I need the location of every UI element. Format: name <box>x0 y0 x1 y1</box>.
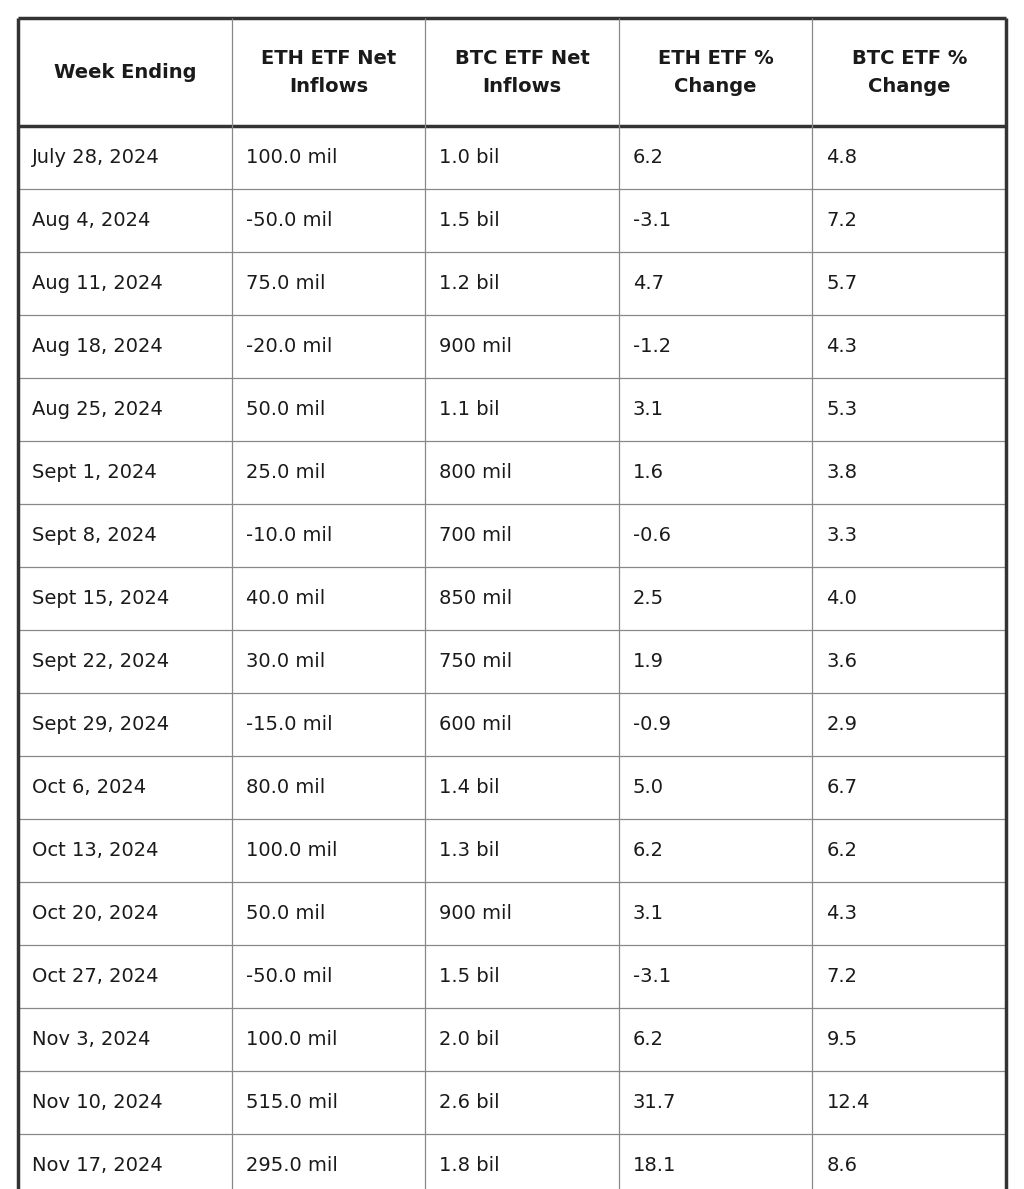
Text: 5.3: 5.3 <box>826 400 857 419</box>
Text: 25.0 mil: 25.0 mil <box>246 463 326 482</box>
Text: -10.0 mil: -10.0 mil <box>246 526 332 545</box>
Text: Sept 8, 2024: Sept 8, 2024 <box>32 526 157 545</box>
Text: 750 mil: 750 mil <box>439 652 513 671</box>
Text: 900 mil: 900 mil <box>439 336 512 356</box>
Text: 3.6: 3.6 <box>826 652 857 671</box>
Text: 6.2: 6.2 <box>633 1030 664 1049</box>
Text: 40.0 mil: 40.0 mil <box>246 589 325 608</box>
Text: 2.5: 2.5 <box>633 589 664 608</box>
Text: 100.0 mil: 100.0 mil <box>246 841 337 860</box>
Text: -20.0 mil: -20.0 mil <box>246 336 332 356</box>
Text: 2.9: 2.9 <box>826 715 857 734</box>
Text: 4.3: 4.3 <box>826 904 857 923</box>
Text: -50.0 mil: -50.0 mil <box>246 967 332 986</box>
Text: 100.0 mil: 100.0 mil <box>246 147 337 166</box>
Text: -3.1: -3.1 <box>633 210 671 229</box>
Text: 7.2: 7.2 <box>826 210 857 229</box>
Text: Sept 1, 2024: Sept 1, 2024 <box>32 463 157 482</box>
Text: Oct 6, 2024: Oct 6, 2024 <box>32 778 146 797</box>
Text: Sept 22, 2024: Sept 22, 2024 <box>32 652 169 671</box>
Text: 4.3: 4.3 <box>826 336 857 356</box>
Text: Aug 25, 2024: Aug 25, 2024 <box>32 400 163 419</box>
Text: Nov 17, 2024: Nov 17, 2024 <box>32 1156 163 1175</box>
Text: 6.2: 6.2 <box>633 147 664 166</box>
Text: 1.8 bil: 1.8 bil <box>439 1156 500 1175</box>
Text: 2.6 bil: 2.6 bil <box>439 1093 500 1112</box>
Text: ETH ETF %
Change: ETH ETF % Change <box>657 49 773 95</box>
Text: 1.5 bil: 1.5 bil <box>439 210 500 229</box>
Text: 3.1: 3.1 <box>633 904 664 923</box>
Text: 1.0 bil: 1.0 bil <box>439 147 500 166</box>
Text: BTC ETF %
Change: BTC ETF % Change <box>852 49 967 95</box>
Text: 75.0 mil: 75.0 mil <box>246 273 326 292</box>
Text: 1.1 bil: 1.1 bil <box>439 400 500 419</box>
Text: 1.3 bil: 1.3 bil <box>439 841 500 860</box>
Text: Oct 20, 2024: Oct 20, 2024 <box>32 904 159 923</box>
Text: 1.9: 1.9 <box>633 652 664 671</box>
Text: 4.0: 4.0 <box>826 589 857 608</box>
Text: 3.1: 3.1 <box>633 400 664 419</box>
Text: Oct 27, 2024: Oct 27, 2024 <box>32 967 159 986</box>
Text: 9.5: 9.5 <box>826 1030 857 1049</box>
Text: 6.2: 6.2 <box>633 841 664 860</box>
Text: 30.0 mil: 30.0 mil <box>246 652 325 671</box>
Text: 100.0 mil: 100.0 mil <box>246 1030 337 1049</box>
Text: 12.4: 12.4 <box>826 1093 869 1112</box>
Text: ETH ETF Net
Inflows: ETH ETF Net Inflows <box>261 49 396 95</box>
Text: 2.0 bil: 2.0 bil <box>439 1030 500 1049</box>
Text: 6.7: 6.7 <box>826 778 857 797</box>
Text: 1.4 bil: 1.4 bil <box>439 778 500 797</box>
Text: -1.2: -1.2 <box>633 336 671 356</box>
Text: Sept 29, 2024: Sept 29, 2024 <box>32 715 169 734</box>
Text: 8.6: 8.6 <box>826 1156 857 1175</box>
Text: 18.1: 18.1 <box>633 1156 676 1175</box>
Text: 1.2 bil: 1.2 bil <box>439 273 500 292</box>
Text: Aug 4, 2024: Aug 4, 2024 <box>32 210 151 229</box>
Text: Oct 13, 2024: Oct 13, 2024 <box>32 841 159 860</box>
Text: -0.6: -0.6 <box>633 526 671 545</box>
Text: 80.0 mil: 80.0 mil <box>246 778 325 797</box>
Text: 50.0 mil: 50.0 mil <box>246 904 325 923</box>
Text: -50.0 mil: -50.0 mil <box>246 210 332 229</box>
Text: -0.9: -0.9 <box>633 715 671 734</box>
Text: 31.7: 31.7 <box>633 1093 676 1112</box>
Text: 1.6: 1.6 <box>633 463 664 482</box>
Text: -3.1: -3.1 <box>633 967 671 986</box>
Text: 3.8: 3.8 <box>826 463 857 482</box>
Text: Nov 3, 2024: Nov 3, 2024 <box>32 1030 151 1049</box>
Text: 295.0 mil: 295.0 mil <box>246 1156 338 1175</box>
Text: 6.2: 6.2 <box>826 841 857 860</box>
Text: 600 mil: 600 mil <box>439 715 512 734</box>
Text: 5.7: 5.7 <box>826 273 857 292</box>
Text: 900 mil: 900 mil <box>439 904 512 923</box>
Text: 1.5 bil: 1.5 bil <box>439 967 500 986</box>
Text: 5.0: 5.0 <box>633 778 664 797</box>
Text: 4.8: 4.8 <box>826 147 857 166</box>
Text: Sept 15, 2024: Sept 15, 2024 <box>32 589 169 608</box>
Text: 3.3: 3.3 <box>826 526 857 545</box>
Text: 800 mil: 800 mil <box>439 463 512 482</box>
Text: Week Ending: Week Ending <box>53 63 197 82</box>
Text: 850 mil: 850 mil <box>439 589 513 608</box>
Text: 50.0 mil: 50.0 mil <box>246 400 325 419</box>
Text: 700 mil: 700 mil <box>439 526 512 545</box>
Text: Aug 11, 2024: Aug 11, 2024 <box>32 273 163 292</box>
Text: -15.0 mil: -15.0 mil <box>246 715 333 734</box>
Text: 515.0 mil: 515.0 mil <box>246 1093 338 1112</box>
Text: July 28, 2024: July 28, 2024 <box>32 147 160 166</box>
Text: 4.7: 4.7 <box>633 273 664 292</box>
Text: BTC ETF Net
Inflows: BTC ETF Net Inflows <box>455 49 590 95</box>
Text: 7.2: 7.2 <box>826 967 857 986</box>
Text: Nov 10, 2024: Nov 10, 2024 <box>32 1093 163 1112</box>
Text: Aug 18, 2024: Aug 18, 2024 <box>32 336 163 356</box>
